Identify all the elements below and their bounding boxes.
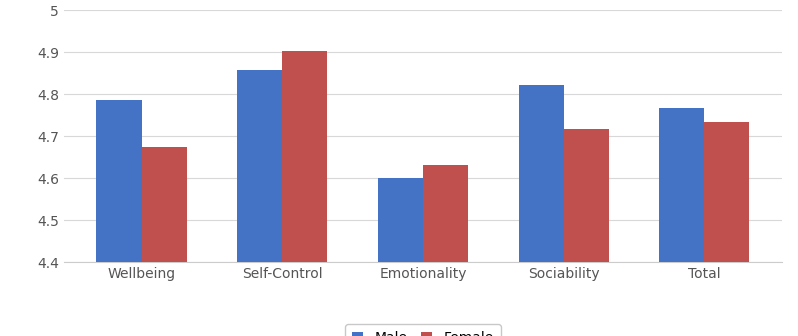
Bar xyxy=(705,122,749,336)
Bar xyxy=(519,85,563,336)
Bar xyxy=(659,108,705,336)
Bar xyxy=(378,178,423,336)
Bar xyxy=(97,100,141,336)
Bar xyxy=(282,51,327,336)
Bar xyxy=(423,165,468,336)
Bar xyxy=(237,70,282,336)
Legend: Male, Female: Male, Female xyxy=(346,325,500,336)
Bar xyxy=(563,128,609,336)
Bar xyxy=(141,146,187,336)
